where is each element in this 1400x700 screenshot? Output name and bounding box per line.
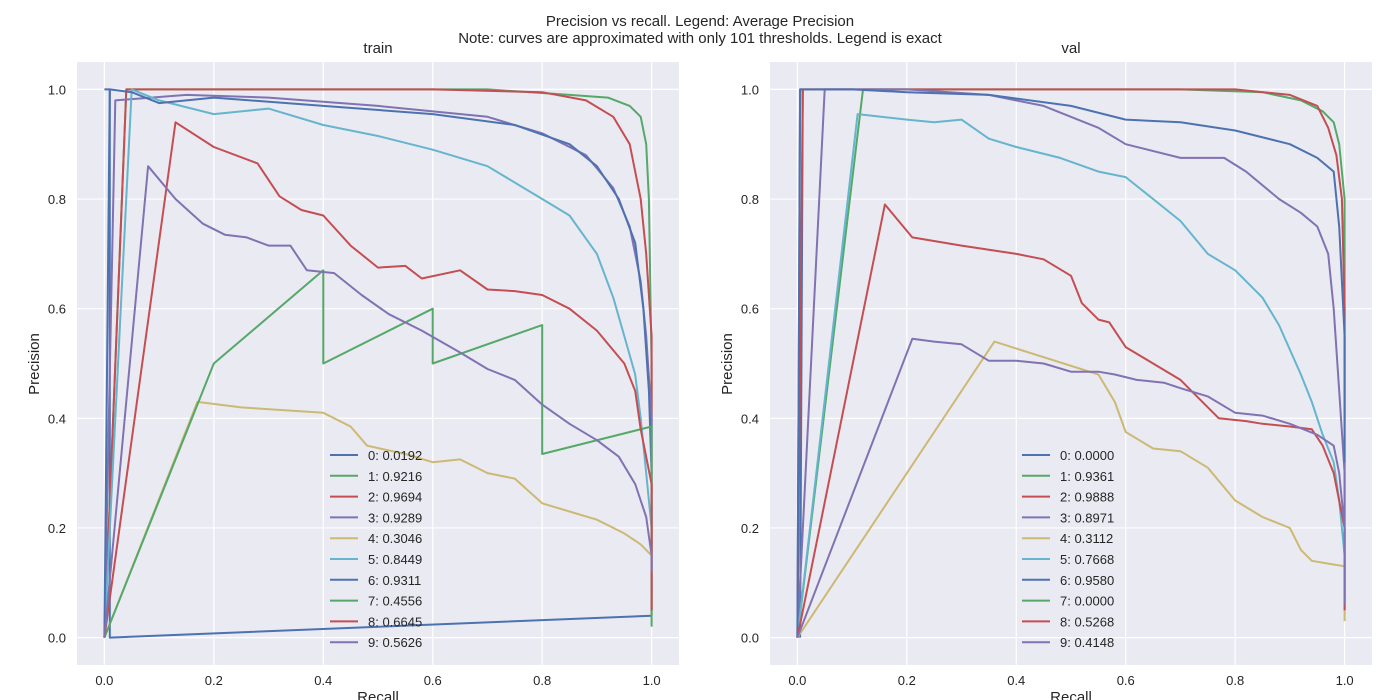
val-x-tick-label: 0.0 bbox=[788, 673, 806, 688]
val-panel: 0.0 0.2 0.4 0.6 0.8 1.0 0.0 0.2 0.4 0.6 0.8 1.0 val… bbox=[719, 40, 1372, 700]
val-legend-label-6: 6: 0.9580 bbox=[1060, 573, 1114, 588]
train-series-lines bbox=[103, 88, 653, 639]
val-x-tick-label: 0.6 bbox=[1117, 673, 1135, 688]
val-legend-label-8: 8: 0.5268 bbox=[1060, 614, 1114, 629]
train-legend-label-8: 8: 0.6645 bbox=[368, 614, 422, 629]
val-legend-label-2: 2: 0.9888 bbox=[1060, 490, 1114, 505]
val-x-tick-label: 0.2 bbox=[898, 673, 916, 688]
val-legend-label-4: 4: 0.3112 bbox=[1060, 531, 1113, 546]
val-series-lines bbox=[796, 88, 1346, 639]
val-x-tick-label: 0.4 bbox=[1007, 673, 1025, 688]
train-series-line-2 bbox=[103, 88, 653, 638]
train-series-line-9 bbox=[103, 165, 653, 638]
val-legend-label-1: 1: 0.9361 bbox=[1060, 469, 1114, 484]
val-y-tick-label: 0.6 bbox=[741, 302, 759, 317]
train-x-tick-label: 0.0 bbox=[95, 673, 113, 688]
train-legend-label-7: 7: 0.4556 bbox=[368, 594, 422, 609]
figure-title-line2: Note: curves are approximated with only … bbox=[458, 30, 942, 47]
val-x-axis-label: Recall bbox=[1050, 689, 1092, 700]
train-y-tick-label: 0.4 bbox=[48, 411, 66, 426]
val-y-tick-label: 0.4 bbox=[741, 411, 759, 426]
val-legend-label-7: 7: 0.0000 bbox=[1060, 594, 1114, 609]
val-y-axis-label: Precision bbox=[719, 333, 736, 395]
val-ticks: 0.0 0.2 0.4 0.6 0.8 1.0 0.0 0.2 0.4 0.6 0.8 1.0 bbox=[741, 82, 1354, 688]
train-y-tick-label: 0.0 bbox=[48, 631, 66, 646]
train-series-line-5 bbox=[103, 88, 653, 638]
train-legend-label-3: 3: 0.9289 bbox=[368, 510, 422, 525]
train-x-tick-label: 0.6 bbox=[424, 673, 442, 688]
train-y-tick-label: 0.2 bbox=[48, 521, 66, 536]
train-legend-label-0: 0: 0.0192 bbox=[368, 448, 422, 463]
val-series-line-5 bbox=[796, 113, 1346, 638]
train-y-tick-label: 0.8 bbox=[48, 192, 66, 207]
train-series-line-4 bbox=[103, 400, 653, 638]
train-panel: 0.0 0.2 0.4 0.6 0.8 1.0 0.0 0.2 0.4 0.6 0.8 1.0 tra… bbox=[26, 40, 679, 700]
val-y-tick-label: 0.2 bbox=[741, 521, 759, 536]
val-series-line-2 bbox=[796, 88, 1346, 638]
train-plot-area bbox=[77, 62, 679, 665]
val-y-tick-label: 0.8 bbox=[741, 192, 759, 207]
val-y-tick-label: 1.0 bbox=[741, 82, 759, 97]
train-legend-label-6: 6: 0.9311 bbox=[368, 573, 421, 588]
train-x-axis-label: Recall bbox=[357, 689, 399, 700]
train-legend-label-1: 1: 0.9216 bbox=[368, 469, 422, 484]
train-legend-label-4: 4: 0.3046 bbox=[368, 531, 422, 546]
val-legend: 0: 0.0000 1: 0.9361 2: 0.9888 3: 0.8971 4: 0… bbox=[1022, 448, 1114, 650]
train-series-line-8 bbox=[103, 121, 653, 638]
val-y-tick-label: 0.0 bbox=[741, 631, 759, 646]
val-legend-label-9: 9: 0.4148 bbox=[1060, 635, 1114, 650]
train-x-tick-label: 0.4 bbox=[314, 673, 332, 688]
train-legend: 0: 0.0192 1: 0.9216 2: 0.9694 3: 0.9289 4: 0… bbox=[330, 448, 422, 650]
train-legend-label-5: 5: 0.8449 bbox=[368, 552, 422, 567]
train-legend-label-2: 2: 0.9694 bbox=[368, 490, 422, 505]
figure-title-line1: Precision vs recall. Legend: Average Pre… bbox=[546, 13, 854, 30]
val-legend-label-3: 3: 0.8971 bbox=[1060, 510, 1114, 525]
train-ticks: 0.0 0.2 0.4 0.6 0.8 1.0 0.0 0.2 0.4 0.6 0.8 1.0 bbox=[48, 82, 661, 688]
train-x-tick-label: 0.8 bbox=[533, 673, 551, 688]
val-legend-label-0: 0: 0.0000 bbox=[1060, 448, 1114, 463]
train-legend-label-9: 9: 0.5626 bbox=[368, 635, 422, 650]
val-panel-title: val bbox=[1061, 40, 1080, 57]
train-y-axis-label: Precision bbox=[26, 333, 43, 395]
train-y-tick-label: 1.0 bbox=[48, 82, 66, 97]
train-series-line-6 bbox=[103, 88, 653, 638]
train-x-tick-label: 0.2 bbox=[205, 673, 223, 688]
train-x-tick-label: 1.0 bbox=[643, 673, 661, 688]
train-y-tick-label: 0.6 bbox=[48, 302, 66, 317]
val-legend-label-5: 5: 0.7668 bbox=[1060, 552, 1114, 567]
train-panel-title: train bbox=[363, 40, 392, 57]
val-series-line-4 bbox=[796, 340, 1346, 639]
val-series-line-6 bbox=[796, 88, 1346, 638]
val-series-line-9 bbox=[796, 337, 1346, 638]
val-x-tick-label: 0.8 bbox=[1226, 673, 1244, 688]
val-x-tick-label: 1.0 bbox=[1336, 673, 1354, 688]
